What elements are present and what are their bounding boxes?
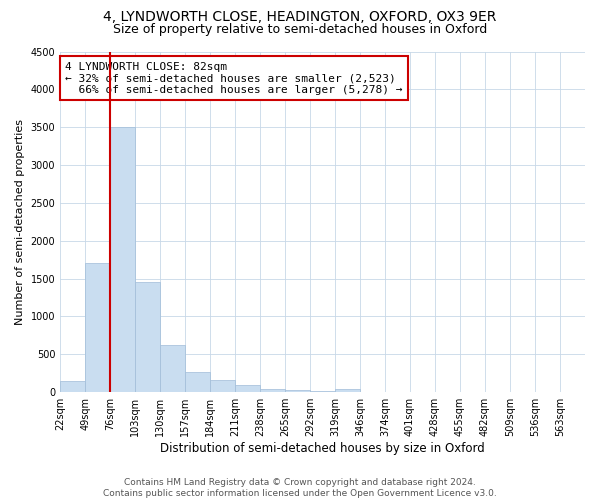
Bar (135, 282, 160, 392)
Bar (160, 346, 185, 392)
Bar (60, 381, 85, 392)
Bar (185, 372, 210, 392)
Text: 4, LYNDWORTH CLOSE, HEADINGTON, OXFORD, OX3 9ER: 4, LYNDWORTH CLOSE, HEADINGTON, OXFORD, … (103, 10, 497, 24)
Text: Size of property relative to semi-detached houses in Oxford: Size of property relative to semi-detach… (113, 22, 487, 36)
Bar (110, 127, 135, 392)
Bar (285, 390, 310, 392)
Bar (210, 380, 235, 392)
Bar (260, 389, 285, 392)
Bar (85, 264, 110, 392)
Bar (235, 386, 260, 392)
Bar (335, 389, 360, 392)
Text: Contains HM Land Registry data © Crown copyright and database right 2024.
Contai: Contains HM Land Registry data © Crown c… (103, 478, 497, 498)
Y-axis label: Number of semi-detached properties: Number of semi-detached properties (15, 119, 25, 325)
Text: 4 LYNDWORTH CLOSE: 82sqm
← 32% of semi-detached houses are smaller (2,523)
  66%: 4 LYNDWORTH CLOSE: 82sqm ← 32% of semi-d… (65, 62, 403, 95)
X-axis label: Distribution of semi-detached houses by size in Oxford: Distribution of semi-detached houses by … (160, 442, 485, 455)
